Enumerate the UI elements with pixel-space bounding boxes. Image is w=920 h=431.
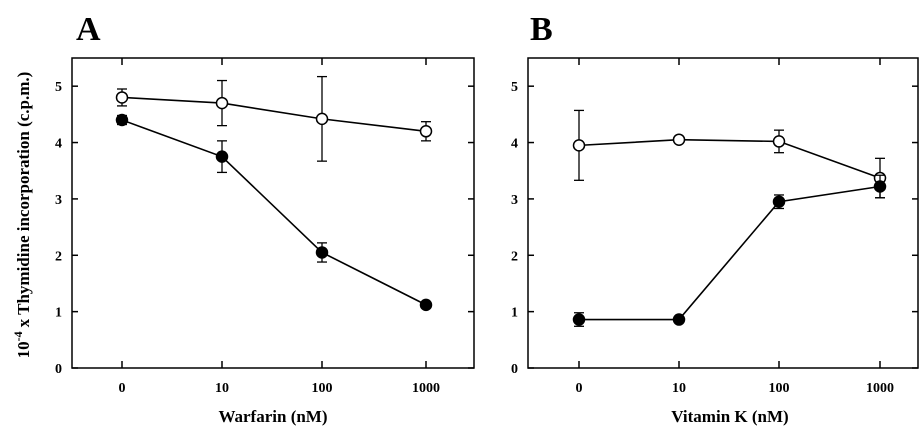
panel-a-data-point — [215, 96, 229, 110]
panel-a: A 0 1 2 3 4 5 0 10 100 1000 Warfarin (nM) — [55, 11, 475, 426]
panel-a-y-tick-label: 4 — [55, 137, 62, 152]
panel-b-data-point — [572, 139, 586, 152]
panel-a-x-tick-label: 10 — [215, 381, 229, 396]
panel-b-x-axis-label: Vitamin K (nM) — [671, 407, 788, 426]
panel-a-series-1-line — [121, 119, 427, 306]
panel-a-x-tick-label: 1000 — [412, 381, 440, 396]
panel-a-data-point — [115, 113, 129, 127]
panel-b-data-point — [672, 313, 686, 326]
panel-b-y-tick-label: 5 — [511, 80, 518, 95]
panel-a-series-0-line — [121, 96, 427, 133]
panel-b-y-tick-label: 0 — [511, 362, 518, 377]
panel-a-data-point — [315, 112, 329, 126]
panel-b-x-tick-label: 1000 — [866, 381, 894, 396]
panel-b-data-point — [772, 135, 786, 148]
y-axis-label-prefix: 10 — [14, 341, 33, 358]
panel-a-x-tick-label: 100 — [312, 381, 333, 396]
panel-a-y-tick-label: 3 — [55, 193, 62, 208]
panel-b-letter: B — [530, 11, 553, 48]
panel-a-x-ticks: 0 10 100 1000 — [119, 58, 440, 396]
panel-b-y-tick-label: 3 — [511, 193, 518, 208]
panel-b-y-tick-label: 4 — [511, 137, 518, 152]
panel-b-y-tick-label: 2 — [511, 249, 518, 264]
panel-a-x-axis-label: Warfarin (nM) — [218, 407, 327, 426]
panel-a-data-point — [315, 246, 329, 259]
panel-b-data-point — [672, 133, 686, 146]
panel-a-y-ticks: 0 1 2 3 4 5 — [55, 80, 474, 377]
panel-a-y-tick-label: 5 — [55, 80, 62, 95]
panel-a-y-tick-label: 1 — [55, 306, 62, 321]
panel-a-data-point — [115, 91, 129, 104]
y-axis-label-exponent: -4 — [11, 331, 25, 341]
panel-b-x-tick-label: 100 — [769, 381, 790, 396]
panel-a-letter: A — [76, 11, 101, 48]
y-axis-label-text: x Thymidine incorporation (c.p.m.) — [14, 72, 33, 328]
panel-b-x-tick-label: 0 — [576, 381, 583, 396]
panel-b: B 0 1 2 3 4 5 0 10 100 1000 Vitamin K (nM) — [511, 11, 919, 426]
panel-b-data-point — [772, 195, 786, 208]
panel-b-series — [572, 109, 887, 327]
panel-a-y-tick-label: 0 — [55, 362, 62, 377]
panel-b-y-ticks: 0 1 2 3 4 5 — [511, 80, 918, 377]
panel-b-y-tick-label: 1 — [511, 306, 518, 321]
panel-b-series-0-line — [578, 138, 881, 179]
panel-a-y-tick-label: 2 — [55, 249, 62, 264]
panel-a-data-point — [215, 150, 229, 163]
panel-b-x-tick-label: 10 — [672, 381, 686, 396]
panel-a-data-point — [419, 125, 433, 138]
panel-b-x-ticks: 0 10 100 1000 — [576, 58, 894, 396]
panel-a-frame — [71, 57, 475, 369]
panel-b-series-1-line — [579, 185, 881, 321]
panel-a-data-point — [419, 298, 433, 312]
panel-a-series — [115, 75, 433, 312]
y-axis-label: 10-4 x Thymidine incorporation (c.p.m.) — [11, 72, 33, 359]
panel-b-data-point — [572, 313, 586, 326]
panel-b-frame — [527, 57, 919, 369]
panel-b-data-point — [873, 180, 887, 193]
panel-a-x-tick-label: 0 — [119, 381, 126, 396]
